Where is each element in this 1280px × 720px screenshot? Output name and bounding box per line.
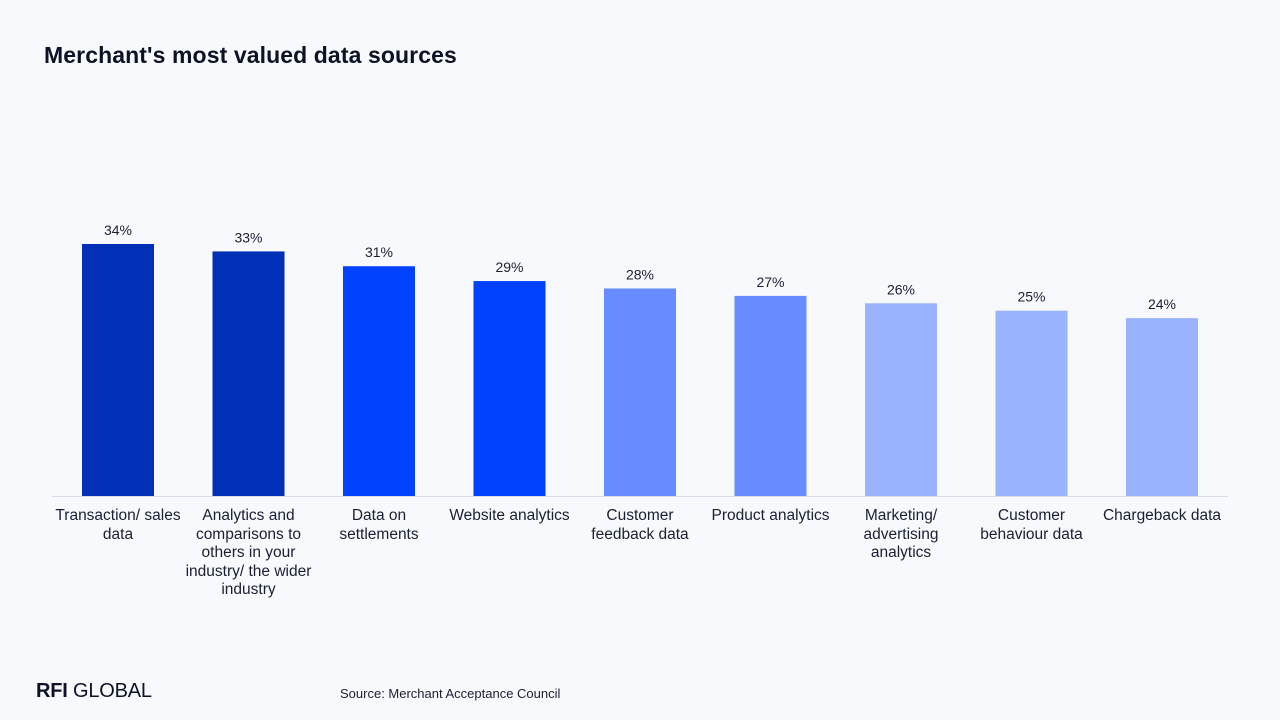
category-label: Transaction/ sales data xyxy=(55,507,181,543)
category-label: Customer behaviour data xyxy=(980,507,1083,543)
category-label: Data on settlements xyxy=(339,507,419,543)
bar xyxy=(734,295,807,496)
bar xyxy=(82,244,154,496)
category-label: Marketing/ advertising analytics xyxy=(863,507,939,561)
value-labels-group: 34% 33% 31% 29% 28% 27% 26% 25% 24% xyxy=(104,222,1176,312)
bar-value-label: 27% xyxy=(756,274,784,290)
category-label: Chargeback data xyxy=(1102,507,1222,524)
bar-value-label: 28% xyxy=(626,266,654,282)
source-note: Source: Merchant Acceptance Council xyxy=(340,686,561,701)
bar xyxy=(865,303,937,496)
bar xyxy=(473,281,546,496)
bar xyxy=(1126,318,1198,496)
bars-group xyxy=(82,244,1198,496)
category-label: Analytics and comparisons to others in y… xyxy=(185,507,312,598)
bar-value-label: 31% xyxy=(365,244,393,260)
bar-value-label: 33% xyxy=(234,229,262,245)
logo-bold-text: RFI xyxy=(36,680,68,702)
bar-value-label: 29% xyxy=(495,259,523,275)
bar-value-label: 26% xyxy=(887,281,915,297)
bar-value-label: 24% xyxy=(1148,296,1176,312)
category-label: Customer feedback data xyxy=(591,507,689,543)
rfi-global-logo: RFI GLOBAL xyxy=(36,680,152,703)
logo-rest-text: GLOBAL xyxy=(67,680,152,702)
category-label: Product analytics xyxy=(711,507,830,524)
category-label: Website analytics xyxy=(449,507,570,524)
bar xyxy=(212,251,285,496)
bar xyxy=(995,310,1068,496)
bar-value-label: 25% xyxy=(1017,289,1045,305)
bar xyxy=(343,266,415,496)
chart-title: Merchant's most valued data sources xyxy=(44,42,457,68)
bar xyxy=(604,288,676,496)
bar-value-label: 34% xyxy=(104,222,132,238)
